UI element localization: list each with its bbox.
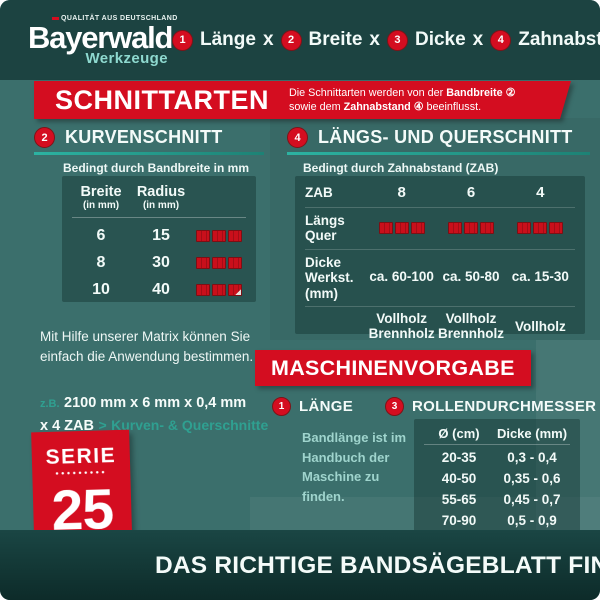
cut-sample-icon xyxy=(517,222,532,235)
formula-label-dicke: Dicke xyxy=(414,29,466,50)
example-value: 2100 mm x 6 mm x 0,4 mm xyxy=(64,395,247,411)
maschinenvorgabe-banner: MASCHINENVORGABE xyxy=(255,350,531,386)
formula-label-laenge: Länge xyxy=(200,29,256,50)
divider xyxy=(287,152,590,155)
arrow-icon: > xyxy=(98,417,107,434)
cut-sample-icon xyxy=(212,229,226,242)
cut-sample-icon xyxy=(228,256,242,269)
formula-sep: x xyxy=(262,29,274,50)
cut-sample-icon xyxy=(410,222,425,235)
table-row: 6 15 xyxy=(72,222,246,249)
matrix-paragraph: Mit Hilfe unserer Matrix können Sie einf… xyxy=(40,329,254,365)
table-row: 20-35 0,3 - 0,4 xyxy=(441,450,557,465)
cut-sample-icon xyxy=(196,229,210,242)
brand-subtitle: Werkzeuge xyxy=(85,50,168,67)
quality-label: QUALITÄT AUS DEUTSCHLAND xyxy=(52,15,177,22)
dimension-formula: 1 Länge x 2 Breite x 3 Dicke x 4 Zahnabs… xyxy=(172,0,600,80)
table-row-zab: ZAB 8 6 4 xyxy=(305,180,575,208)
background-highlight-bottom xyxy=(250,497,600,530)
laengs-querschnitt-subtitle: Bedingt durch Zahnabstand (ZAB) xyxy=(303,161,499,175)
laenge-heading: 1 LÄNGE xyxy=(272,397,353,416)
cut-sample-icon xyxy=(378,222,393,235)
kurvenschnitt-table: Breite (in mm) Radius (in mm) 6 15 8 30 10 xyxy=(62,176,256,302)
bandlaenge-note: Bandlänge ist im Handbuch der Maschine z… xyxy=(302,430,407,504)
cut-sample-corner-icon xyxy=(228,283,242,296)
laengs-querschnitt-heading: 4 LÄNGS- UND QUERSCHNITT xyxy=(287,127,573,148)
cut-sample-icons xyxy=(192,229,246,242)
serie-label: SERIE xyxy=(45,444,117,469)
number-2-icon: 2 xyxy=(34,127,55,148)
cut-sample-icons xyxy=(192,256,246,269)
example-result: Kurven- & Querschnitte xyxy=(111,417,269,434)
footer-title: DAS RICHTIGE BANDSÄGEBLATT FINDEN xyxy=(155,552,600,579)
table-row: 70-90 0,5 - 0,9 xyxy=(441,512,557,528)
divider xyxy=(34,152,264,155)
table-row-wood: Vollholz Brennholz Vollholz Brennholz Vo… xyxy=(368,311,566,341)
number-2-icon: 2 xyxy=(280,29,302,51)
cut-sample-icon xyxy=(549,222,564,235)
background-highlight-right xyxy=(536,340,600,530)
cut-sample-icon xyxy=(479,222,494,235)
formula-sep: x xyxy=(472,29,484,50)
cut-sample-icons xyxy=(506,222,575,235)
table-row: 8 30 xyxy=(72,249,246,276)
kurvenschnitt-heading: 2 KURVENSCHNITT xyxy=(34,127,223,148)
table-row: 55-65 0,45 - 0,7 xyxy=(441,491,561,507)
number-1-icon: 1 xyxy=(272,397,291,416)
rollendurchmesser-table: Ø (cm) Dicke (mm) 20-35 0,3 - 0,4 40-50 … xyxy=(414,419,580,533)
table-row-cut-type: Längs Quer xyxy=(305,208,575,250)
cut-sample-icon xyxy=(228,229,242,242)
table-row-dicke: Dicke Werkst. (mm) ca. 60-100 ca. 50-80 … xyxy=(305,250,575,308)
example-prefix: z.B. xyxy=(40,398,60,410)
formula-label-zahnabstand: Zahnabstand xyxy=(518,29,600,50)
zahnabstand-table: ZAB 8 6 4 Längs Quer xyxy=(295,176,585,341)
circled-2-icon: ② xyxy=(502,86,516,99)
number-3-icon: 3 xyxy=(386,29,408,51)
formula-sep: x xyxy=(369,29,380,50)
cut-sample-icon xyxy=(212,256,226,269)
cut-sample-icon xyxy=(196,256,210,269)
brand-logo: QUALITÄT AUS DEUTSCHLAND Bayerwald Werkz… xyxy=(28,15,177,67)
kurvenschnitt-subtitle: Bedingt durch Bandbreite in mm xyxy=(63,161,250,175)
table-header-row: Breite (in mm) Radius (in mm) xyxy=(80,184,186,212)
brand-name: Bayerwald xyxy=(28,20,173,55)
schnittarten-note: Die Schnittarten werden von der Bandbrei… xyxy=(288,86,516,113)
red-mark-icon xyxy=(52,16,59,20)
number-3-icon: 3 xyxy=(385,397,404,416)
circled-4-icon: ④ xyxy=(410,101,424,113)
divider xyxy=(72,217,246,219)
cut-sample-icon xyxy=(394,222,409,235)
maschinenvorgabe-title: MASCHINENVORGABE xyxy=(271,355,515,380)
example-block: z.B. 2100 mm x 6 mm x 0,4 mm x 4 ZAB > K… xyxy=(40,391,280,437)
header: QUALITÄT AUS DEUTSCHLAND Bayerwald Werkz… xyxy=(0,0,600,80)
divider xyxy=(424,444,570,445)
rollendurchmesser-title: ROLLENDURCHMESSER xyxy=(412,398,597,415)
table-header-row: Ø (cm) Dicke (mm) xyxy=(438,426,568,441)
number-4-icon: 4 xyxy=(490,29,512,51)
cut-sample-icon xyxy=(212,283,226,296)
footer: DAS RICHTIGE BANDSÄGEBLATT FINDEN xyxy=(0,530,600,600)
table-row: 10 40 xyxy=(72,276,246,303)
number-4-icon: 4 xyxy=(287,127,308,148)
cut-sample-icon xyxy=(463,222,478,235)
cut-sample-icon xyxy=(447,222,462,235)
table-row: 40-50 0,35 - 0,6 xyxy=(441,470,561,486)
schnittarten-banner: SCHNITTARTEN Die Schnittarten werden von… xyxy=(34,81,571,119)
schnittarten-title: SCHNITTARTEN xyxy=(55,84,269,115)
cut-sample-icons xyxy=(436,222,505,235)
number-1-icon: 1 xyxy=(172,29,193,51)
cut-sample-icons xyxy=(192,283,246,296)
cut-sample-icons xyxy=(367,222,436,235)
laengs-querschnitt-title: LÄNGS- UND QUERSCHNITT xyxy=(318,127,573,147)
cut-sample-icon xyxy=(196,283,210,296)
laenge-title: LÄNGE xyxy=(299,398,353,415)
rollendurchmesser-heading: 3 ROLLENDURCHMESSER xyxy=(385,397,596,416)
formula-label-breite: Breite xyxy=(308,29,363,50)
cut-sample-icon xyxy=(533,222,548,235)
kurvenschnitt-title: KURVENSCHNITT xyxy=(65,127,223,147)
